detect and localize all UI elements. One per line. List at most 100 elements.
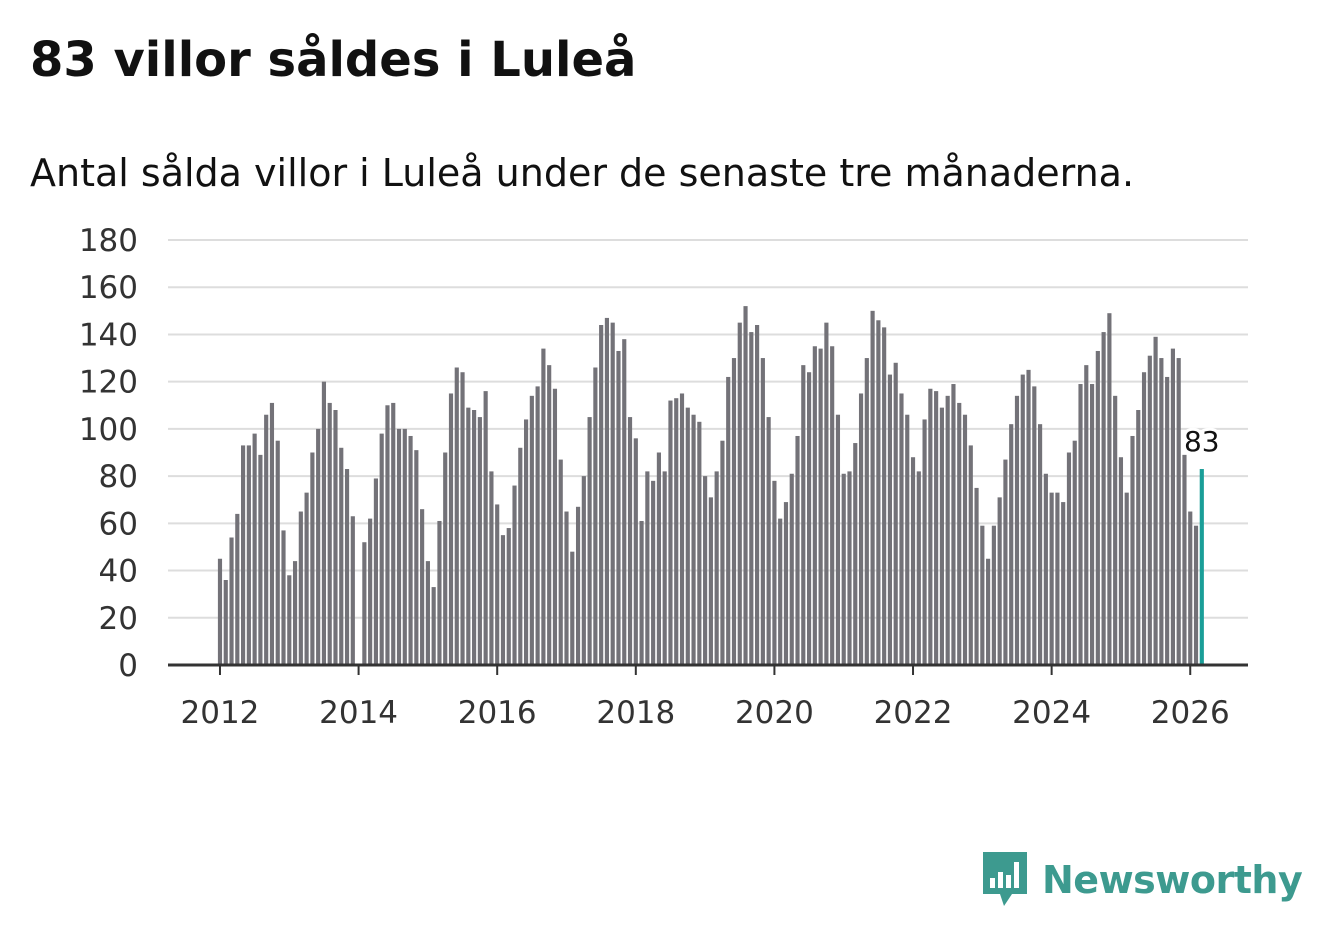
bar bbox=[1066, 452, 1072, 665]
bar bbox=[362, 542, 367, 665]
bar bbox=[402, 428, 407, 665]
brand-name: Newsworthy bbox=[1042, 858, 1303, 902]
bar bbox=[922, 419, 927, 665]
bar bbox=[783, 502, 789, 665]
bar bbox=[292, 561, 298, 665]
bar bbox=[789, 473, 794, 665]
bar bbox=[1009, 424, 1014, 665]
bar bbox=[876, 320, 881, 665]
bar bbox=[523, 419, 529, 665]
bar bbox=[668, 400, 673, 665]
bar bbox=[1188, 511, 1193, 665]
bar bbox=[974, 487, 979, 665]
x-tick-label: 2024 bbox=[1012, 695, 1091, 731]
bar bbox=[749, 332, 754, 665]
bar bbox=[327, 402, 332, 665]
bar bbox=[1113, 395, 1118, 665]
chart-subtitle: Antal sålda villor i Luleå under de sena… bbox=[30, 151, 1135, 195]
highlight-bar bbox=[1199, 469, 1204, 665]
chart-title: 83 villor såldes i Luleå bbox=[30, 32, 637, 88]
bar bbox=[1078, 384, 1083, 665]
bars bbox=[217, 306, 1204, 665]
y-tick-label: 160 bbox=[79, 270, 138, 306]
bar bbox=[755, 325, 760, 665]
x-tick-label: 2014 bbox=[319, 695, 398, 731]
bar bbox=[905, 414, 910, 665]
bar bbox=[928, 388, 933, 665]
newsworthy-logo: Newsworthy bbox=[980, 850, 1303, 910]
bar bbox=[310, 452, 315, 665]
y-tick-label: 0 bbox=[118, 648, 138, 684]
bar bbox=[223, 580, 228, 665]
bar bbox=[1020, 374, 1025, 665]
bar bbox=[864, 358, 869, 665]
bar bbox=[986, 558, 991, 665]
bar bbox=[298, 511, 303, 665]
bar bbox=[408, 435, 413, 665]
bar bbox=[1072, 440, 1077, 665]
bar bbox=[1095, 350, 1100, 665]
bar bbox=[870, 310, 875, 665]
bar bbox=[454, 367, 459, 665]
bar bbox=[344, 469, 350, 665]
y-tick-label: 140 bbox=[79, 317, 138, 353]
bar bbox=[651, 480, 656, 665]
bar bbox=[1107, 313, 1112, 665]
bar bbox=[991, 525, 996, 665]
bar bbox=[431, 587, 436, 665]
bar bbox=[529, 395, 534, 665]
bar bbox=[1153, 336, 1158, 665]
highlight-value-label: 83 bbox=[1184, 425, 1220, 458]
bar bbox=[639, 520, 644, 665]
bar bbox=[581, 476, 586, 665]
bar bbox=[500, 535, 506, 665]
bar bbox=[552, 388, 558, 665]
bar bbox=[1014, 395, 1020, 665]
bar bbox=[1061, 502, 1066, 665]
bar bbox=[703, 476, 708, 665]
bar bbox=[720, 440, 725, 665]
bar bbox=[391, 402, 396, 665]
bar bbox=[697, 421, 702, 665]
bar bbox=[1049, 492, 1054, 665]
bar bbox=[685, 407, 690, 665]
bar bbox=[801, 365, 806, 665]
x-tick-label: 2026 bbox=[1151, 695, 1230, 731]
bar bbox=[858, 393, 864, 665]
bar bbox=[882, 327, 887, 665]
bar bbox=[396, 428, 402, 665]
bar bbox=[951, 384, 956, 665]
bar bbox=[812, 346, 817, 665]
bar bbox=[599, 325, 604, 665]
bar bbox=[229, 537, 234, 665]
bar bbox=[350, 516, 355, 665]
axes: 0 20 40 60 80 100 120 140 160 180 2012 2014 2016 2018… bbox=[79, 223, 1248, 731]
x-tick-label: 2022 bbox=[874, 695, 953, 731]
bar bbox=[1141, 372, 1147, 665]
bar bbox=[472, 410, 477, 665]
bar bbox=[1147, 355, 1152, 665]
bar bbox=[489, 471, 494, 665]
bar bbox=[443, 452, 448, 665]
bar bbox=[518, 447, 523, 665]
bar bbox=[847, 471, 852, 665]
bar bbox=[627, 417, 633, 665]
bar bbox=[853, 443, 858, 665]
bar bbox=[339, 447, 344, 665]
bar bbox=[674, 398, 679, 665]
bar bbox=[622, 339, 627, 665]
bar bbox=[448, 393, 454, 665]
bar bbox=[368, 518, 373, 665]
bar bbox=[662, 471, 667, 665]
bar bbox=[512, 485, 517, 665]
bar bbox=[1003, 459, 1008, 665]
bar bbox=[1055, 492, 1060, 665]
bar bbox=[535, 386, 540, 665]
bar bbox=[726, 376, 731, 665]
bar bbox=[304, 492, 309, 665]
bar bbox=[934, 391, 939, 665]
bar bbox=[633, 438, 638, 665]
bar bbox=[939, 407, 944, 665]
bar bbox=[910, 457, 916, 665]
bar bbox=[1038, 424, 1043, 665]
